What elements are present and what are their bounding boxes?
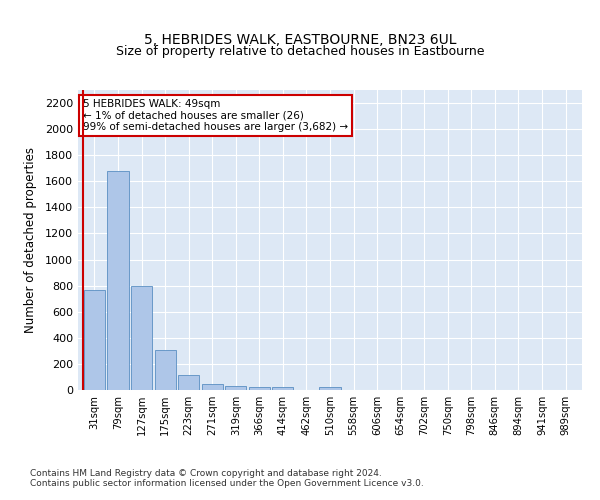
- Y-axis label: Number of detached properties: Number of detached properties: [23, 147, 37, 333]
- Text: Contains HM Land Registry data © Crown copyright and database right 2024.: Contains HM Land Registry data © Crown c…: [30, 469, 382, 478]
- Text: 5 HEBRIDES WALK: 49sqm
← 1% of detached houses are smaller (26)
99% of semi-deta: 5 HEBRIDES WALK: 49sqm ← 1% of detached …: [83, 99, 348, 132]
- Bar: [202, 384, 223, 390]
- Bar: [107, 171, 128, 390]
- Bar: [178, 375, 199, 390]
- Bar: [225, 386, 247, 390]
- Bar: [131, 286, 152, 390]
- Text: 5, HEBRIDES WALK, EASTBOURNE, BN23 6UL: 5, HEBRIDES WALK, EASTBOURNE, BN23 6UL: [144, 32, 456, 46]
- Bar: [84, 290, 105, 390]
- Bar: [249, 386, 270, 390]
- Bar: [319, 387, 341, 390]
- Text: Contains public sector information licensed under the Open Government Licence v3: Contains public sector information licen…: [30, 479, 424, 488]
- Bar: [155, 350, 176, 390]
- Text: Size of property relative to detached houses in Eastbourne: Size of property relative to detached ho…: [116, 45, 484, 58]
- Bar: [272, 387, 293, 390]
